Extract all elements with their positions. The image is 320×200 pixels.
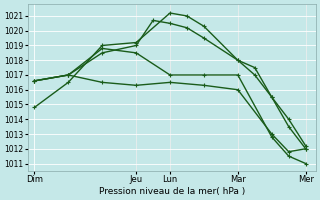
X-axis label: Pression niveau de la mer( hPa ): Pression niveau de la mer( hPa ): [99, 187, 245, 196]
